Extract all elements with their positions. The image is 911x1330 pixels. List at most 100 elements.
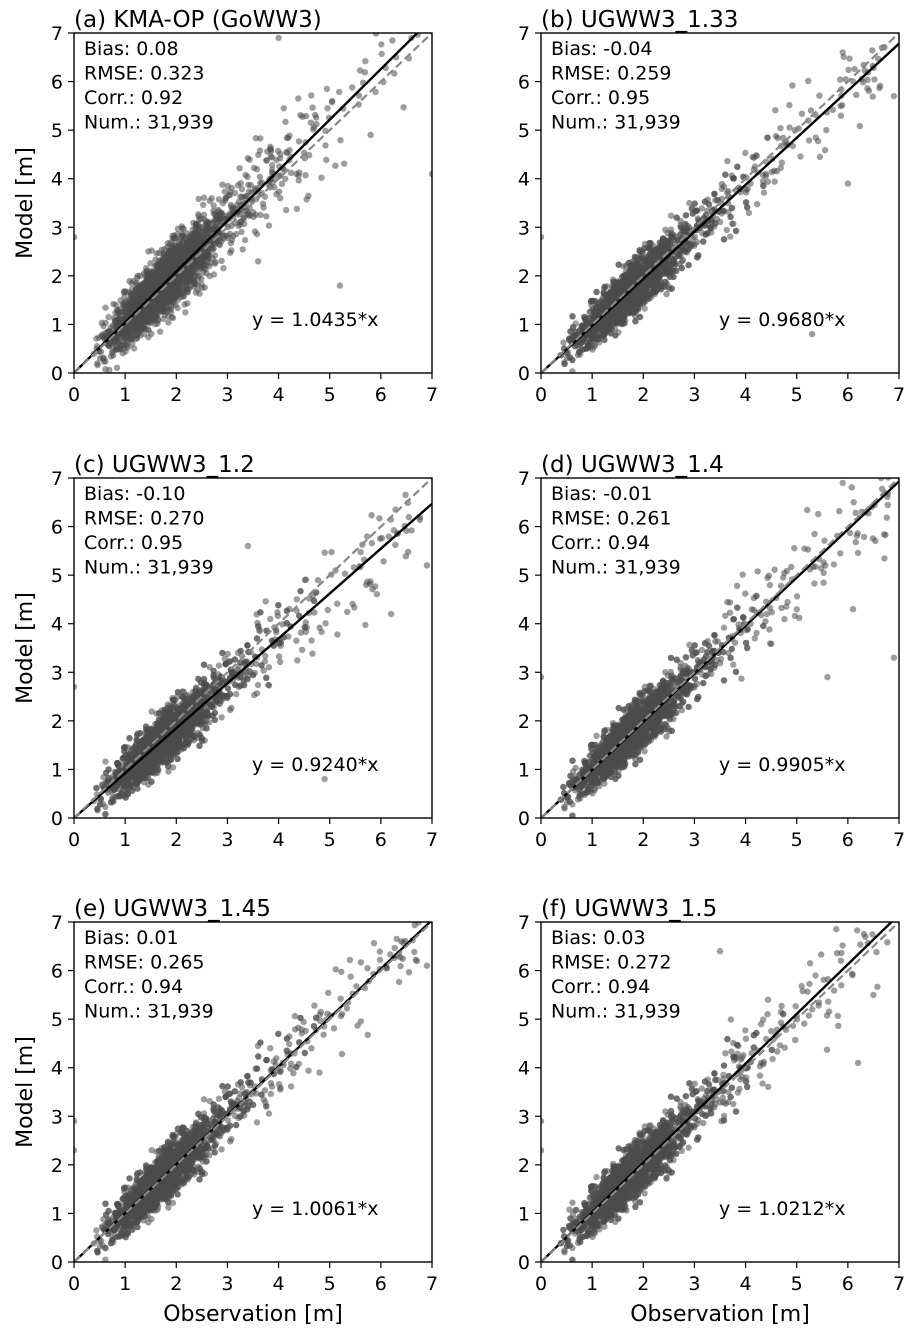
scatter-point: [591, 342, 598, 350]
scatter-point: [280, 105, 287, 112]
y-tick-label: 1: [51, 314, 63, 336]
scatter-point: [253, 166, 261, 173]
y-tick-label: 3: [51, 217, 63, 239]
scatter-point: [100, 322, 107, 330]
scatter-point: [219, 181, 226, 188]
x-tick-label: 1: [119, 384, 131, 406]
scatter-point: [164, 252, 172, 259]
scatter-point: [391, 70, 398, 77]
scatter-point: [615, 261, 622, 268]
scatter-point: [293, 205, 301, 213]
scatter-point: [109, 347, 117, 354]
scatter-point: [309, 104, 316, 111]
scatter-point: [295, 172, 302, 179]
scatter-point: [196, 264, 204, 271]
scatter-point: [130, 345, 138, 352]
scatter-point: [305, 192, 312, 199]
scatter-point: [378, 50, 385, 58]
y-tick-label: 7: [51, 23, 63, 45]
one-to-one-line: [74, 33, 432, 373]
scatter-point: [183, 274, 190, 282]
scatter-point: [137, 272, 144, 279]
y-tick-label: 4: [51, 169, 63, 191]
scatter-point: [148, 276, 155, 283]
scatter-point: [174, 225, 182, 232]
scatter-point: [324, 105, 331, 112]
scatter-point: [257, 135, 264, 142]
scatter-point: [129, 340, 136, 347]
scatter-point: [682, 212, 690, 219]
scatter-point: [102, 304, 109, 311]
scatter-point: [208, 227, 215, 234]
scatter-point: [361, 69, 369, 76]
scatter-point: [196, 290, 203, 297]
regression-equation: y = 1.0435*x: [252, 309, 378, 331]
scatter-point: [124, 344, 131, 351]
scatter-point: [195, 275, 202, 282]
scatter-point: [218, 257, 225, 265]
scatter-point: [231, 189, 239, 197]
scatter-point: [197, 215, 204, 222]
scatter-point: [700, 238, 707, 245]
scatter-point: [235, 198, 243, 205]
scatter-point: [685, 261, 692, 269]
scatter-point: [641, 305, 648, 312]
scatter-point: [428, 170, 432, 178]
scatter-point: [691, 200, 698, 207]
scatter-point: [678, 264, 685, 272]
x-tick-label: 0: [68, 384, 80, 406]
scatter-point: [176, 250, 184, 258]
scatter-point: [93, 335, 100, 342]
scatter-point: [341, 160, 348, 167]
y-tick-label: 2: [51, 266, 63, 288]
scatter-point: [244, 173, 251, 181]
scatter-point: [174, 304, 181, 312]
scatter-point: [238, 186, 246, 193]
scatter-point: [267, 153, 274, 160]
scatter-point: [182, 309, 189, 316]
scatter-point: [282, 175, 289, 182]
scatter-point: [111, 337, 119, 344]
scatter-point: [780, 134, 787, 141]
scatter-point: [271, 184, 278, 191]
scatter-point: [254, 258, 262, 265]
y-axis-label: Model [m]: [13, 147, 38, 259]
scatter-point: [170, 294, 177, 301]
scatter-point: [132, 322, 139, 330]
scatter-point: [713, 215, 720, 222]
scatter-point: [355, 92, 363, 99]
scatter-point: [104, 328, 111, 335]
scatter-point: [154, 276, 162, 283]
scatter-point: [287, 169, 295, 176]
scatter-point: [667, 212, 675, 219]
axes-frame: [73, 32, 433, 374]
scatter-point: [140, 330, 148, 338]
scatter-point: [239, 246, 246, 253]
scatter-point: [74, 233, 78, 241]
scatter-point: [173, 258, 180, 265]
scatter-point: [121, 289, 128, 296]
scatter-point: [187, 244, 194, 252]
scatter-point: [323, 156, 330, 164]
scatter-point: [724, 157, 731, 165]
scatter-point: [313, 121, 320, 128]
scatter-point: [236, 165, 243, 172]
y-tick-label: 6: [51, 72, 63, 94]
scatter-point: [210, 207, 217, 214]
scatter-point: [336, 282, 344, 289]
scatter-point: [312, 111, 319, 119]
scatter-point: [275, 172, 283, 180]
scatter-point: [202, 217, 210, 225]
scatter-point: [233, 230, 240, 238]
scatter-point: [678, 258, 686, 265]
scatter-point: [734, 163, 741, 170]
scatter-point: [142, 283, 149, 291]
scatter-point: [112, 301, 120, 309]
scatter-point: [336, 88, 343, 96]
scatter-point: [164, 262, 171, 269]
scatter-point: [167, 305, 175, 312]
scatter-point: [332, 162, 339, 169]
scatter-point: [113, 364, 121, 371]
